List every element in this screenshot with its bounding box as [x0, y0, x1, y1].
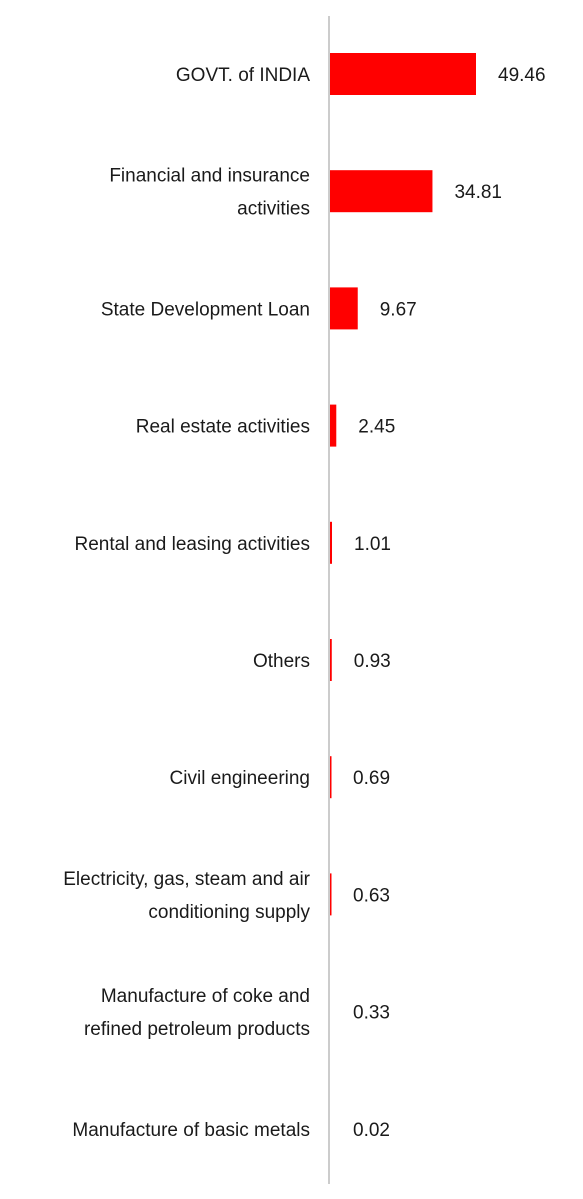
bar-3	[330, 404, 337, 447]
value-labels-group: 49.46 34.81 9.67 2.45 1.01 0.93 0.69 0.63 0.33 0.…	[353, 65, 546, 1141]
category-label-5: Others	[253, 651, 310, 672]
value-label-7: 0.63	[353, 885, 390, 906]
value-label-2: 9.67	[380, 299, 417, 320]
category-labels-group: GOVT. of INDIA Financial and insurance act…	[63, 65, 310, 1141]
category-label-line: Real estate activities	[136, 417, 310, 438]
category-label-line: Rental and leasing activities	[74, 534, 310, 555]
category-label-8: Manufacture of coke and refined petroleum…	[84, 986, 310, 1040]
value-label-1: 34.81	[454, 182, 502, 203]
bar-1	[330, 170, 433, 213]
category-label-6: Civil engineering	[170, 768, 310, 789]
category-label-line: Manufacture of coke and	[101, 986, 310, 1007]
value-label-8: 0.33	[353, 1003, 390, 1024]
category-label-line: Electricity, gas, steam and air	[63, 869, 310, 890]
value-label-3: 2.45	[358, 417, 395, 438]
value-label-4: 1.01	[354, 534, 391, 555]
bar-0	[330, 53, 476, 95]
category-label-line: State Development Loan	[101, 299, 310, 320]
category-label-line: GOVT. of INDIA	[176, 65, 310, 86]
category-label-9: Manufacture of basic metals	[72, 1120, 310, 1141]
category-label-line: Others	[253, 651, 310, 672]
bar-6	[330, 756, 332, 799]
category-label-line: Manufacture of basic metals	[72, 1120, 310, 1141]
bar-5	[330, 639, 332, 681]
category-label-3: Real estate activities	[136, 417, 310, 438]
category-label-1: Financial and insurance activities	[109, 166, 310, 220]
category-label-0: GOVT. of INDIA	[176, 65, 310, 86]
category-label-7: Electricity, gas, steam and air condition…	[63, 869, 310, 923]
category-label-line: refined petroleum products	[84, 1019, 310, 1040]
category-label-line: Financial and insurance	[109, 166, 310, 187]
category-label-2: State Development Loan	[101, 299, 310, 320]
bar-2	[330, 287, 358, 330]
value-label-5: 0.93	[354, 651, 391, 672]
bar-4	[330, 521, 333, 564]
category-label-line: Civil engineering	[170, 768, 310, 789]
value-label-9: 0.02	[353, 1120, 390, 1141]
category-label-line: conditioning supply	[148, 902, 310, 923]
value-label-0: 49.46	[498, 65, 546, 86]
value-label-6: 0.69	[353, 768, 390, 789]
bar-7	[330, 873, 332, 916]
bars-group	[330, 53, 476, 916]
category-label-4: Rental and leasing activities	[74, 534, 310, 555]
category-label-line: activities	[237, 199, 310, 220]
